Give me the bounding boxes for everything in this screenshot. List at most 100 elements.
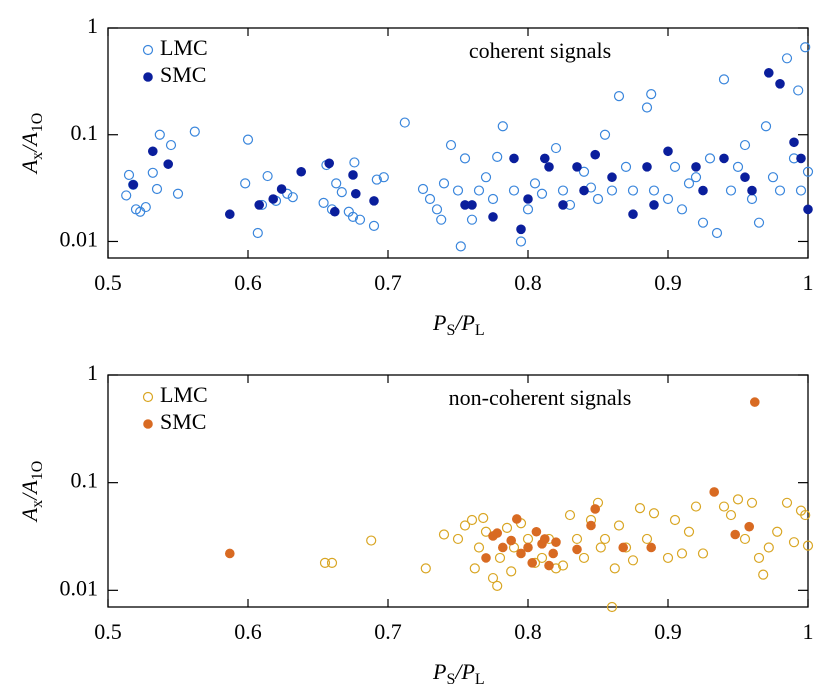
axis-label-part: P <box>432 659 446 684</box>
data-point <box>438 178 450 189</box>
axis-label-part: /A <box>17 132 42 154</box>
data-point <box>189 126 200 137</box>
data-point <box>172 188 184 199</box>
plot-frame <box>107 27 809 259</box>
data-point <box>725 509 737 521</box>
data-point <box>445 139 457 151</box>
data-point <box>225 548 235 559</box>
legend-marker <box>142 391 154 403</box>
data-point <box>606 185 618 196</box>
data-point <box>252 227 263 239</box>
data-point <box>590 149 601 160</box>
data-point <box>487 193 499 205</box>
data-point <box>529 178 541 189</box>
data-point <box>781 497 793 508</box>
x-tick-label: 1 <box>803 619 814 644</box>
data-point <box>522 204 534 215</box>
data-point <box>739 139 751 151</box>
data-point <box>690 501 702 512</box>
data-point <box>452 185 464 196</box>
data-point <box>318 197 329 208</box>
data-point <box>649 200 659 210</box>
data-point <box>123 169 135 181</box>
legend-marker <box>143 72 153 82</box>
data-point <box>478 512 489 524</box>
y-tick-label: 1 <box>87 360 98 385</box>
data-point <box>579 185 589 196</box>
data-point <box>436 214 447 225</box>
data-point <box>730 529 741 540</box>
data-point <box>746 497 758 508</box>
axis-label-subscript: L <box>475 671 485 688</box>
data-point <box>590 504 601 514</box>
axis-label-subscript: S <box>446 322 455 339</box>
data-point <box>732 161 744 172</box>
axis-label: PS/PL <box>432 310 485 339</box>
axis-label-part: /P <box>453 659 475 684</box>
data-point <box>492 580 503 591</box>
data-point <box>740 172 750 183</box>
data-point <box>262 170 273 182</box>
data-point <box>641 102 653 113</box>
data-point <box>663 146 673 157</box>
data-point <box>492 528 503 538</box>
data-point <box>523 194 533 204</box>
axis-label-subscript: 1O <box>29 113 46 133</box>
data-point <box>148 146 158 157</box>
data-point <box>350 188 361 199</box>
data-point <box>557 185 569 196</box>
data-point <box>497 121 508 132</box>
data-point <box>607 172 617 183</box>
axis-label-subscript: x <box>29 152 46 160</box>
data-point <box>501 522 513 534</box>
data-point <box>572 544 582 555</box>
data-point <box>516 548 526 559</box>
legend-label: LMC <box>160 35 208 60</box>
data-point <box>758 569 769 580</box>
data-point <box>417 183 429 195</box>
legend-marker <box>142 44 154 56</box>
data-point <box>509 153 519 164</box>
data-point <box>348 170 358 180</box>
data-point <box>494 552 506 564</box>
data-point <box>369 196 379 206</box>
data-point <box>800 42 811 53</box>
data-point <box>147 167 158 178</box>
data-point <box>578 166 590 177</box>
data-point <box>548 548 559 559</box>
data-point <box>516 224 526 235</box>
data-point <box>609 563 620 574</box>
data-point <box>789 137 799 148</box>
data-point <box>487 572 499 584</box>
data-point <box>618 542 629 553</box>
data-point <box>539 534 550 544</box>
data-point <box>775 79 785 89</box>
data-point <box>522 533 534 545</box>
data-point <box>163 159 173 169</box>
data-point <box>676 204 688 215</box>
data-point <box>662 193 674 205</box>
data-point <box>709 487 720 497</box>
x-tick-label: 0.9 <box>654 619 682 644</box>
data-point <box>690 172 702 183</box>
data-point <box>802 540 814 551</box>
data-point <box>796 153 806 164</box>
data-point <box>140 201 151 213</box>
data-point <box>763 68 774 78</box>
axis-label: Ax/A1O <box>17 461 46 524</box>
data-point <box>732 494 744 505</box>
x-tick-label: 0.5 <box>94 270 122 295</box>
data-point <box>620 161 632 172</box>
data-point <box>802 166 814 177</box>
data-point <box>455 241 466 252</box>
data-point <box>606 601 618 613</box>
data-point <box>719 153 729 164</box>
data-point <box>438 529 450 540</box>
data-point <box>466 214 478 225</box>
data-point <box>578 552 590 564</box>
data-point <box>324 158 335 169</box>
data-point <box>746 193 758 205</box>
y-tick-label: 0.01 <box>60 575 99 600</box>
data-point <box>599 533 611 545</box>
legend-label: SMC <box>160 62 206 87</box>
